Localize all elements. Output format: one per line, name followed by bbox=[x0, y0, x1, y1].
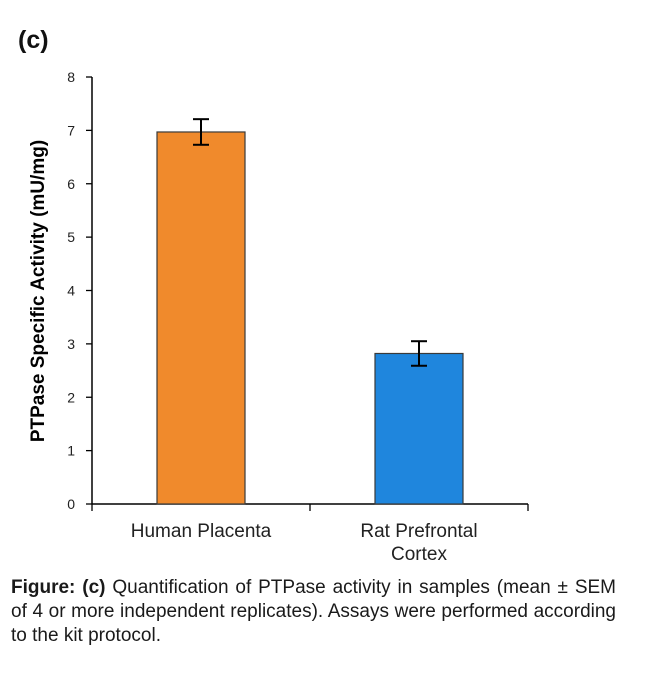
y-tick-label-6: 6 bbox=[67, 176, 75, 192]
caption-lead: Figure: (c) bbox=[11, 577, 106, 598]
y-tick-label-7: 7 bbox=[67, 122, 75, 138]
y-axis-label: PTPase Specific Activity (mU/mg) bbox=[28, 140, 49, 442]
bar-2 bbox=[374, 352, 464, 505]
bar-chart: PTPase Specific Activity (mU/mg) 0 1 2 3 4 5 6… bbox=[28, 69, 529, 565]
y-tick-label-5: 5 bbox=[67, 229, 75, 245]
caption-text: Quantification of PTPase activity in sam… bbox=[11, 577, 616, 646]
figure-caption: Figure: (c) Quantification of PTPase act… bbox=[11, 576, 616, 648]
x-category-label-1: Human Placenta bbox=[131, 521, 272, 542]
y-tick-label-8: 8 bbox=[67, 69, 75, 85]
y-tick-label-0: 0 bbox=[67, 496, 75, 512]
x-category-label-2-line-2: Cortex bbox=[391, 544, 447, 565]
x-category-label-2-line-1: Rat Prefrontal bbox=[360, 521, 477, 542]
y-tick-label-4: 4 bbox=[67, 283, 75, 299]
plot-area: 0 1 2 3 4 5 6 7 8 Human Placenta Rat PrefrontalCor… bbox=[67, 69, 529, 565]
y-tick-label-2: 2 bbox=[67, 389, 75, 405]
y-tick-label-3: 3 bbox=[67, 336, 75, 352]
y-tick-label-1: 1 bbox=[67, 443, 75, 459]
bar-1 bbox=[156, 131, 246, 505]
panel-label: (c) bbox=[18, 26, 49, 54]
